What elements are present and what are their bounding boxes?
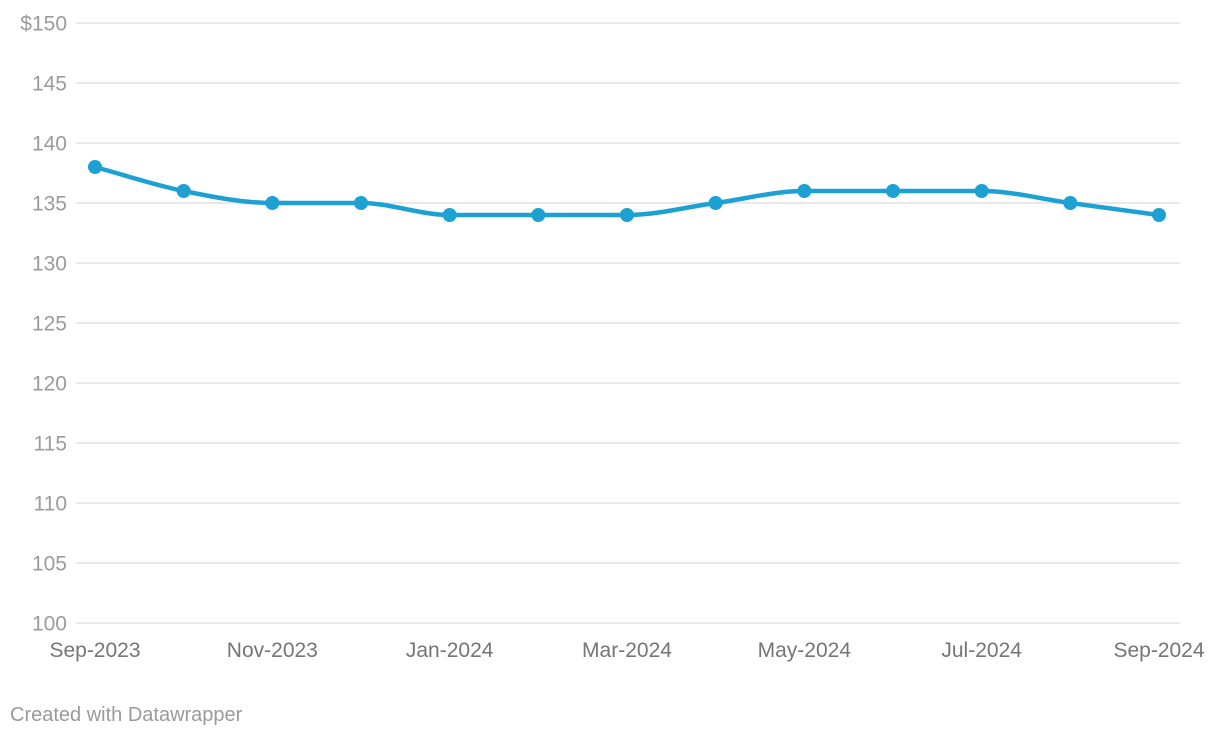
x-axis-tick-label: Jul-2024	[941, 639, 1022, 662]
x-axis-tick-label: May-2024	[758, 639, 852, 662]
y-axis-tick-label: 120	[32, 372, 67, 395]
x-axis-tick-label: Jan-2024	[406, 639, 494, 662]
data-point	[886, 184, 900, 198]
y-axis-tick-label: 100	[32, 612, 67, 635]
x-axis-tick-label: Sep-2023	[49, 639, 140, 662]
datawrapper-attribution: Created with Datawrapper	[10, 704, 243, 726]
data-point	[176, 184, 191, 198]
y-axis-tick-label: 135	[32, 192, 67, 215]
data-point	[88, 160, 102, 174]
x-axis-tick-label: Nov-2023	[227, 639, 318, 662]
data-point	[708, 196, 723, 210]
x-axis-tick-label: Sep-2024	[1113, 639, 1204, 662]
data-point	[265, 196, 280, 210]
y-axis-tick-label: 130	[32, 252, 67, 275]
data-point	[797, 184, 812, 198]
data-point	[354, 196, 368, 210]
data-point	[1152, 208, 1166, 222]
y-axis-tick-label: 105	[32, 552, 67, 575]
data-point	[531, 208, 546, 222]
y-axis-tick-label: 115	[34, 432, 67, 455]
chart-canvas: $150 145 140 135 130 125 120 115 110 105 100 Sep-20…	[20, 12, 1205, 662]
y-axis-tick-label: 145	[32, 72, 67, 95]
data-point	[620, 208, 634, 222]
series-line	[92, 164, 1162, 218]
y-axis-tick-label: 125	[32, 312, 67, 335]
x-axis-tick-label: Mar-2024	[582, 639, 672, 662]
y-axis-tick-label: $150	[20, 12, 67, 35]
y-axis-tick-label: 110	[34, 492, 67, 515]
y-axis-tick-label: 140	[32, 132, 67, 155]
data-point	[442, 208, 457, 222]
data-point	[974, 184, 989, 198]
data-point	[1063, 196, 1078, 210]
